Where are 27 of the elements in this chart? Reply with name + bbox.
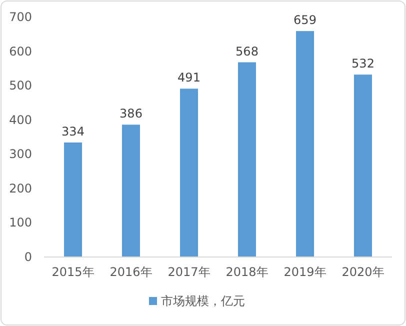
y-tick-label: 300 xyxy=(9,147,32,162)
data-label: 334 xyxy=(62,124,84,138)
data-label: 386 xyxy=(120,106,142,121)
x-tick-label: 2015年 xyxy=(52,265,94,279)
y-tick-label: 100 xyxy=(9,216,32,230)
y-tick-label: 500 xyxy=(9,78,32,93)
x-tick-label: 2017年 xyxy=(168,265,210,279)
bar xyxy=(180,88,198,257)
bar xyxy=(354,74,372,257)
data-label: 532 xyxy=(352,56,374,71)
y-tick-label: 400 xyxy=(9,112,32,127)
bar xyxy=(122,124,140,257)
data-label: 659 xyxy=(294,13,316,28)
bar xyxy=(238,62,256,257)
bar xyxy=(64,142,82,257)
y-tick-label: 700 xyxy=(9,10,32,24)
data-label: 568 xyxy=(236,44,258,58)
y-tick-label: 600 xyxy=(9,44,32,58)
x-tick-label: 2020年 xyxy=(342,265,384,279)
data-label: 491 xyxy=(178,70,200,85)
y-tick-label: 200 xyxy=(9,181,32,196)
x-tick-label: 2018年 xyxy=(226,265,268,279)
x-tick-label: 2019年 xyxy=(284,265,326,279)
x-tick-label: 2016年 xyxy=(110,265,152,279)
y-tick-label: 0 xyxy=(24,250,32,264)
bar xyxy=(296,31,314,257)
legend-label: 市场规模，亿元 xyxy=(161,294,245,308)
